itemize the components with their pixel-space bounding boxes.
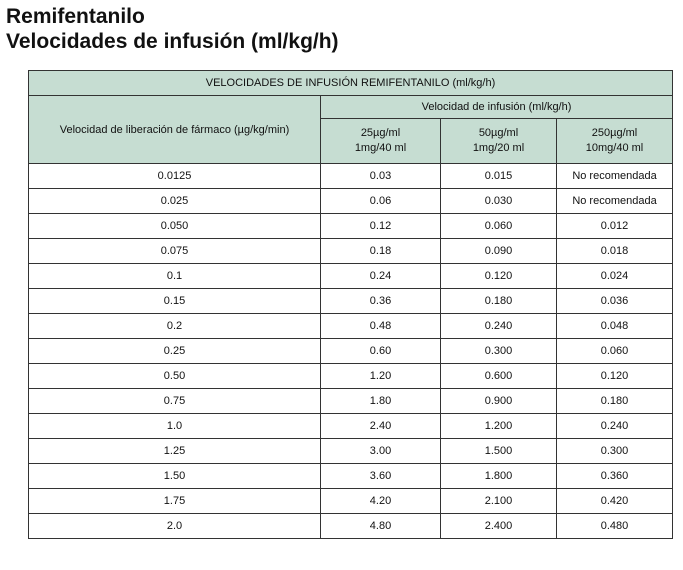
table-row: 0.0125 0.03 0.015 No recomendada — [28, 163, 674, 189]
dose-rate-cell: 1.25 — [28, 438, 321, 464]
dose-rate-cell: 1.75 — [28, 488, 321, 514]
rate-250ugml-cell: 0.420 — [555, 488, 674, 514]
infusion-rate-table: VELOCIDADES DE INFUSIÓN REMIFENTANILO (m… — [27, 70, 674, 539]
dose-rate-cell: 0.1 — [28, 263, 321, 289]
rate-50ugml-cell: 2.400 — [440, 513, 557, 539]
rate-250ugml-cell: 0.300 — [555, 438, 674, 464]
table-row: 1.50 3.60 1.800 0.360 — [28, 463, 674, 489]
table-row: 0.025 0.06 0.030 No recomendada — [28, 188, 674, 214]
rate-25ugml-cell: 0.06 — [320, 188, 441, 214]
concentration-header-50: 50µg/ml 1mg/20 ml — [440, 118, 557, 164]
rate-250ugml-cell: 0.480 — [555, 513, 674, 539]
dose-rate-cell: 2.0 — [28, 513, 321, 539]
rate-50ugml-cell: 2.100 — [440, 488, 557, 514]
rate-250ugml-cell: 0.012 — [555, 213, 674, 239]
rate-50ugml-cell: 0.030 — [440, 188, 557, 214]
dose-rate-cell: 1.0 — [28, 413, 321, 439]
rate-50ugml-cell: 1.800 — [440, 463, 557, 489]
table-row: 2.0 4.80 2.400 0.480 — [28, 513, 674, 539]
rate-25ugml-cell: 0.60 — [320, 338, 441, 364]
rate-50ugml-cell: 0.300 — [440, 338, 557, 364]
table-row: 0.2 0.48 0.240 0.048 — [28, 313, 674, 339]
rate-25ugml-cell: 4.80 — [320, 513, 441, 539]
concentration-header-line2: 1mg/40 ml — [354, 142, 407, 154]
rate-50ugml-cell: 1.500 — [440, 438, 557, 464]
rate-25ugml-cell: 3.00 — [320, 438, 441, 464]
concentration-header-25: 25µg/ml 1mg/40 ml — [320, 118, 441, 164]
rate-50ugml-cell: 0.900 — [440, 388, 557, 414]
dose-rate-cell: 0.15 — [28, 288, 321, 314]
table-row: 1.25 3.00 1.500 0.300 — [28, 438, 674, 464]
rate-50ugml-cell: 1.200 — [440, 413, 557, 439]
rate-25ugml-cell: 4.20 — [320, 488, 441, 514]
dose-rate-column-header: Velocidad de liberación de fármaco (µg/k… — [28, 95, 321, 164]
rate-50ugml-cell: 0.180 — [440, 288, 557, 314]
rate-250ugml-cell: 0.180 — [555, 388, 674, 414]
dose-rate-cell: 0.2 — [28, 313, 321, 339]
heading-drug-name: Remifentanilo — [6, 5, 145, 28]
rate-25ugml-cell: 2.40 — [320, 413, 441, 439]
dose-rate-cell: 0.25 — [28, 338, 321, 364]
rate-25ugml-cell: 1.20 — [320, 363, 441, 389]
dose-rate-cell: 0.025 — [28, 188, 321, 214]
heading-subtitle: Velocidades de infusión (ml/kg/h) — [6, 30, 339, 53]
table-row: 0.050 0.12 0.060 0.012 — [28, 213, 674, 239]
concentration-header-line2: 1mg/20 ml — [472, 142, 525, 154]
rate-25ugml-cell: 0.18 — [320, 238, 441, 264]
dose-rate-cell: 0.75 — [28, 388, 321, 414]
table-title: VELOCIDADES DE INFUSIÓN REMIFENTANILO (m… — [27, 70, 674, 96]
table-row: 0.075 0.18 0.090 0.018 — [28, 238, 674, 264]
rate-25ugml-cell: 0.48 — [320, 313, 441, 339]
rate-250ugml-cell: 0.018 — [555, 238, 674, 264]
rate-250ugml-cell: 0.240 — [555, 413, 674, 439]
concentration-header-line2: 10mg/40 ml — [585, 142, 644, 154]
concentration-header-line1: 25µg/ml — [360, 127, 401, 139]
rate-250ugml-cell: 0.036 — [555, 288, 674, 314]
rate-250ugml-cell: No recomendada — [555, 163, 674, 189]
rate-50ugml-cell: 0.015 — [440, 163, 557, 189]
concentration-header-line1: 250µg/ml — [591, 127, 638, 139]
dose-rate-cell: 1.50 — [28, 463, 321, 489]
dose-rate-cell: 0.50 — [28, 363, 321, 389]
rate-250ugml-cell: 0.120 — [555, 363, 674, 389]
table-row: 0.50 1.20 0.600 0.120 — [28, 363, 674, 389]
dose-rate-cell: 0.050 — [28, 213, 321, 239]
rate-50ugml-cell: 0.240 — [440, 313, 557, 339]
dose-rate-cell: 0.075 — [28, 238, 321, 264]
rate-250ugml-cell: 0.024 — [555, 263, 674, 289]
rate-250ugml-cell: 0.048 — [555, 313, 674, 339]
concentration-header-line1: 50µg/ml — [478, 127, 519, 139]
dose-rate-cell: 0.0125 — [28, 163, 321, 189]
table-row: 0.1 0.24 0.120 0.024 — [28, 263, 674, 289]
table-body: 0.0125 0.03 0.015 No recomendada 0.025 0.06 0.… — [28, 163, 674, 539]
concentration-header-250: 250µg/ml 10mg/40 ml — [555, 118, 674, 164]
table-row: 1.0 2.40 1.200 0.240 — [28, 413, 674, 439]
table-row: 0.15 0.36 0.180 0.036 — [28, 288, 674, 314]
rate-50ugml-cell: 0.600 — [440, 363, 557, 389]
rate-50ugml-cell: 0.090 — [440, 238, 557, 264]
table-row: 0.75 1.80 0.900 0.180 — [28, 388, 674, 414]
page-heading: Remifentanilo Velocidades de infusión (m… — [6, 4, 339, 54]
rate-25ugml-cell: 0.03 — [320, 163, 441, 189]
rate-250ugml-cell: 0.360 — [555, 463, 674, 489]
infusion-rate-group-header: Velocidad de infusión (ml/kg/h) — [319, 95, 674, 119]
rate-25ugml-cell: 0.12 — [320, 213, 441, 239]
rate-25ugml-cell: 1.80 — [320, 388, 441, 414]
rate-50ugml-cell: 0.120 — [440, 263, 557, 289]
table-row: 0.25 0.60 0.300 0.060 — [28, 338, 674, 364]
rate-250ugml-cell: No recomendada — [555, 188, 674, 214]
rate-25ugml-cell: 3.60 — [320, 463, 441, 489]
rate-250ugml-cell: 0.060 — [555, 338, 674, 364]
rate-25ugml-cell: 0.24 — [320, 263, 441, 289]
rate-50ugml-cell: 0.060 — [440, 213, 557, 239]
rate-25ugml-cell: 0.36 — [320, 288, 441, 314]
table-row: 1.75 4.20 2.100 0.420 — [28, 488, 674, 514]
